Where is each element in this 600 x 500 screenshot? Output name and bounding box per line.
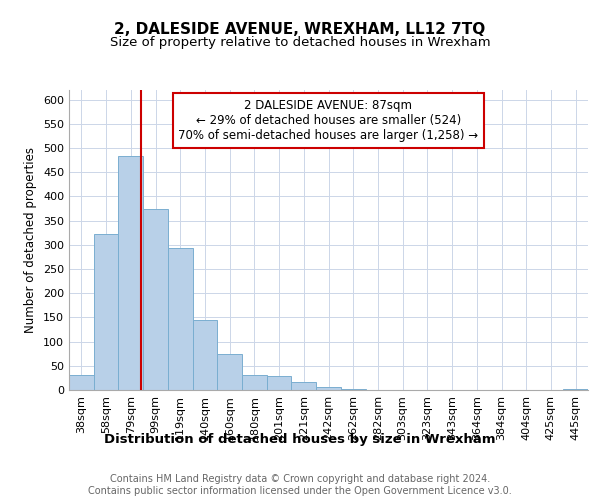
- Bar: [118, 156, 143, 390]
- Bar: [168, 248, 193, 390]
- Bar: [341, 389, 365, 390]
- Bar: [267, 376, 292, 390]
- Bar: [193, 320, 217, 390]
- Text: Distribution of detached houses by size in Wrexham: Distribution of detached houses by size …: [104, 432, 496, 446]
- Bar: [242, 376, 267, 390]
- Y-axis label: Number of detached properties: Number of detached properties: [25, 147, 37, 333]
- Bar: [143, 208, 168, 390]
- Text: 2 DALESIDE AVENUE: 87sqm
← 29% of detached houses are smaller (524)
70% of semi-: 2 DALESIDE AVENUE: 87sqm ← 29% of detach…: [178, 99, 479, 142]
- Text: Size of property relative to detached houses in Wrexham: Size of property relative to detached ho…: [110, 36, 490, 49]
- Bar: [94, 234, 118, 390]
- Bar: [563, 389, 588, 390]
- Bar: [316, 387, 341, 390]
- Bar: [292, 382, 316, 390]
- Text: 2, DALESIDE AVENUE, WREXHAM, LL12 7TQ: 2, DALESIDE AVENUE, WREXHAM, LL12 7TQ: [115, 22, 485, 38]
- Bar: [69, 376, 94, 390]
- Text: Contains HM Land Registry data © Crown copyright and database right 2024.
Contai: Contains HM Land Registry data © Crown c…: [88, 474, 512, 496]
- Bar: [217, 354, 242, 390]
